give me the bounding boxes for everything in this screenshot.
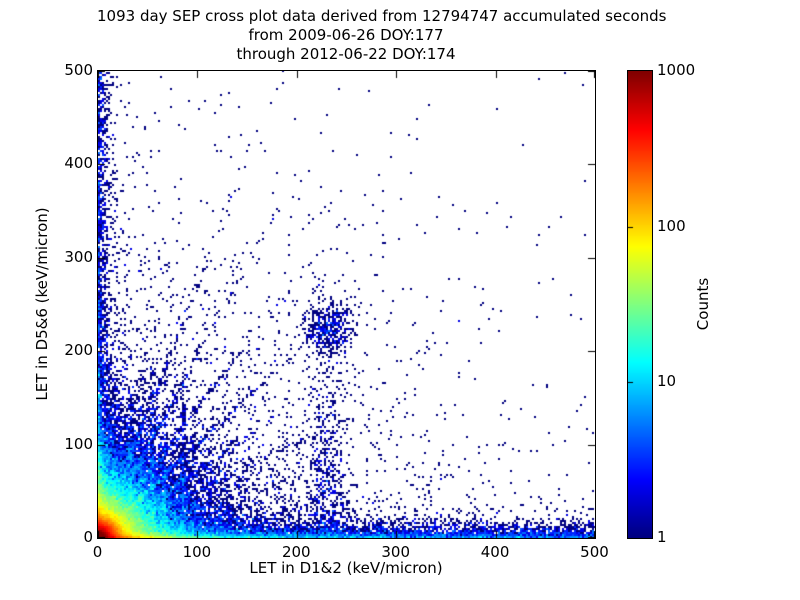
y-tick-label: 200 <box>64 341 93 360</box>
scatter-heatmap-canvas <box>98 71 595 538</box>
plot-area <box>97 70 596 539</box>
colorbar-tick-label: 10 <box>657 372 677 391</box>
colorbar-gradient-canvas <box>628 71 652 538</box>
x-tick-label: 500 <box>580 543 609 561</box>
y-axis-label: LET in D5&6 (keV/micron) <box>33 207 51 401</box>
colorbar-tick-label: 1 <box>657 528 667 546</box>
x-tick-label: 400 <box>480 543 510 561</box>
x-tick-label: 300 <box>381 543 410 561</box>
x-tick-label: 0 <box>92 543 103 561</box>
y-tick-label: 0 <box>83 528 93 546</box>
colorbar-label: Counts <box>694 277 712 331</box>
colorbar-tick-label: 1000 <box>657 61 696 79</box>
y-tick-label: 500 <box>64 61 93 79</box>
colorbar-tick-label: 100 <box>657 216 686 235</box>
colorbar <box>627 70 653 539</box>
y-tick-label: 300 <box>64 247 93 266</box>
chart-title: 1093 day SEP cross plot data derived fro… <box>97 7 667 25</box>
y-tick-label: 100 <box>64 434 93 453</box>
x-tick-label: 100 <box>182 543 212 561</box>
x-axis-label: LET in D1&2 (keV/micron) <box>249 559 443 577</box>
x-tick-label: 200 <box>281 543 311 561</box>
chart-subtitle-from: from 2009-06-26 DOY:177 <box>248 26 444 44</box>
chart-subtitle-through: through 2012-06-22 DOY:174 <box>236 45 456 63</box>
y-tick-label: 400 <box>64 154 93 173</box>
